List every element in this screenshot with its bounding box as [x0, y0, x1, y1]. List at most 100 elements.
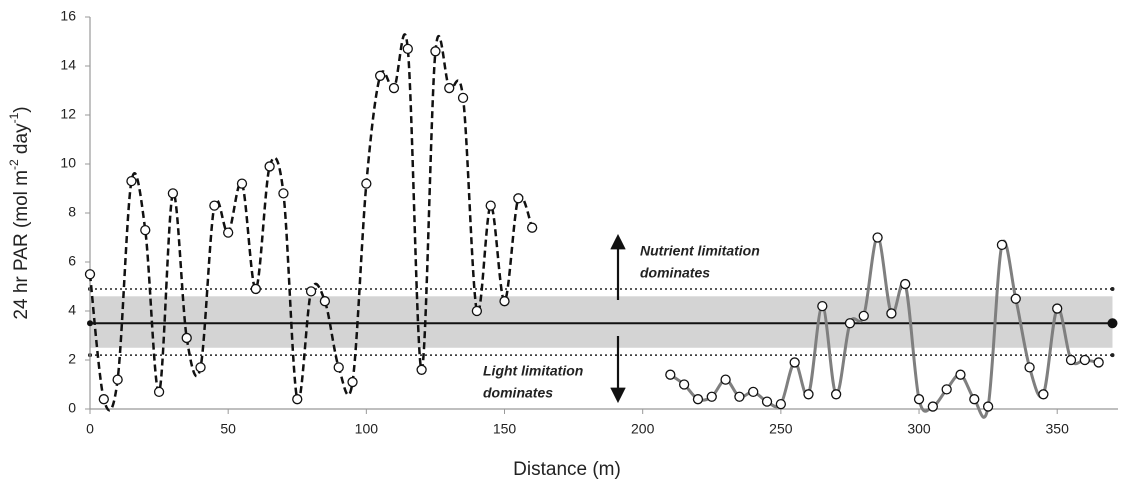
data-point [789, 357, 800, 368]
data-point [927, 401, 938, 412]
data-point [1079, 354, 1090, 366]
data-point [153, 386, 165, 398]
data-point [872, 232, 883, 243]
annotation: Nutrient limitation [640, 243, 760, 259]
data-point [734, 391, 745, 402]
data-point [305, 286, 317, 297]
data-point [361, 178, 372, 189]
x-tick-label: 250 [769, 421, 793, 437]
reference-band [90, 296, 1113, 348]
data-point [250, 283, 261, 295]
data-point [485, 200, 496, 211]
data-point [444, 82, 455, 94]
data-point [236, 178, 248, 189]
mean-end [87, 320, 93, 327]
y-tick-label: 16 [60, 8, 76, 24]
data-point [292, 394, 303, 405]
data-point [996, 239, 1008, 251]
data-point [375, 70, 386, 81]
data-point [140, 224, 151, 236]
data-point [720, 374, 731, 385]
data-point [665, 369, 676, 380]
annotation: Light limitation [483, 363, 583, 379]
y-axis-title-part: -1 [7, 112, 21, 123]
data-point [775, 398, 787, 410]
data-point [913, 394, 925, 405]
y-tick-label: 8 [68, 204, 76, 220]
series-line [88, 33, 534, 412]
data-point [706, 391, 717, 402]
x-tick-label: 150 [493, 421, 517, 437]
x-tick-label: 300 [907, 421, 931, 437]
x-axis-title: Distance (m) [513, 459, 621, 480]
mean-end [1107, 318, 1118, 329]
data-point [264, 161, 275, 172]
data-point [1024, 362, 1035, 373]
data-point [941, 384, 952, 395]
y-axis-title-part: ) [11, 106, 32, 112]
data-point [402, 43, 413, 54]
y-tick-label: 14 [60, 57, 76, 73]
data-point [527, 222, 538, 233]
data-point [126, 175, 137, 187]
annotation: dominates [483, 385, 553, 401]
annotation: dominates [640, 265, 710, 281]
data-point [84, 269, 96, 280]
x-tick-label: 0 [86, 421, 94, 437]
data-point [900, 278, 911, 290]
data-point [319, 296, 331, 307]
data-point [430, 46, 441, 57]
data-point [982, 401, 994, 412]
y-tick-label: 4 [68, 302, 76, 318]
data-point [499, 296, 510, 307]
x-tick-label: 200 [631, 421, 655, 437]
y-tick-label: 10 [60, 155, 76, 171]
data-point [817, 300, 828, 312]
data-point [333, 362, 344, 373]
data-point [969, 394, 980, 405]
y-axis-title-part: day [11, 123, 32, 159]
data-point [98, 394, 109, 405]
data-point [1093, 357, 1104, 368]
data-point [761, 396, 773, 407]
data-point [1065, 354, 1077, 366]
limit-end [1110, 353, 1115, 358]
y-axis-title-part: -2 [7, 159, 21, 170]
y-axis-title: 24 hr PAR (mol m-2 day-1) [7, 106, 32, 319]
data-point [513, 193, 524, 204]
y-tick-label: 6 [68, 253, 76, 269]
data-point [209, 200, 220, 211]
x-tick-label: 50 [220, 421, 236, 437]
data-point [112, 374, 123, 385]
x-tick-label: 100 [355, 421, 379, 437]
y-axis-title-part: 24 hr PAR (mol m [11, 170, 32, 320]
limit-end [1110, 286, 1115, 291]
data-point [1010, 293, 1021, 304]
data-point [195, 362, 206, 373]
data-point [167, 188, 179, 199]
y-tick-label: 0 [68, 400, 76, 416]
data-point [858, 310, 869, 322]
data-point [181, 332, 192, 344]
data-point [471, 305, 483, 317]
data-point [955, 369, 966, 380]
data-point [1052, 303, 1063, 314]
data-point [748, 386, 759, 398]
data-point [223, 227, 234, 238]
data-point [388, 82, 400, 94]
data-point [678, 379, 690, 390]
data-point [844, 318, 856, 329]
data-point [416, 364, 427, 375]
data-point [278, 188, 289, 199]
data-point [457, 92, 469, 103]
y-tick-label: 2 [68, 351, 76, 367]
data-point [830, 389, 842, 400]
data-point [1038, 389, 1049, 400]
data-point [692, 394, 704, 405]
data-point [886, 308, 897, 319]
data-point [803, 389, 814, 400]
y-tick-label: 12 [60, 106, 76, 122]
x-tick-label: 350 [1046, 421, 1070, 437]
data-point [347, 376, 358, 388]
